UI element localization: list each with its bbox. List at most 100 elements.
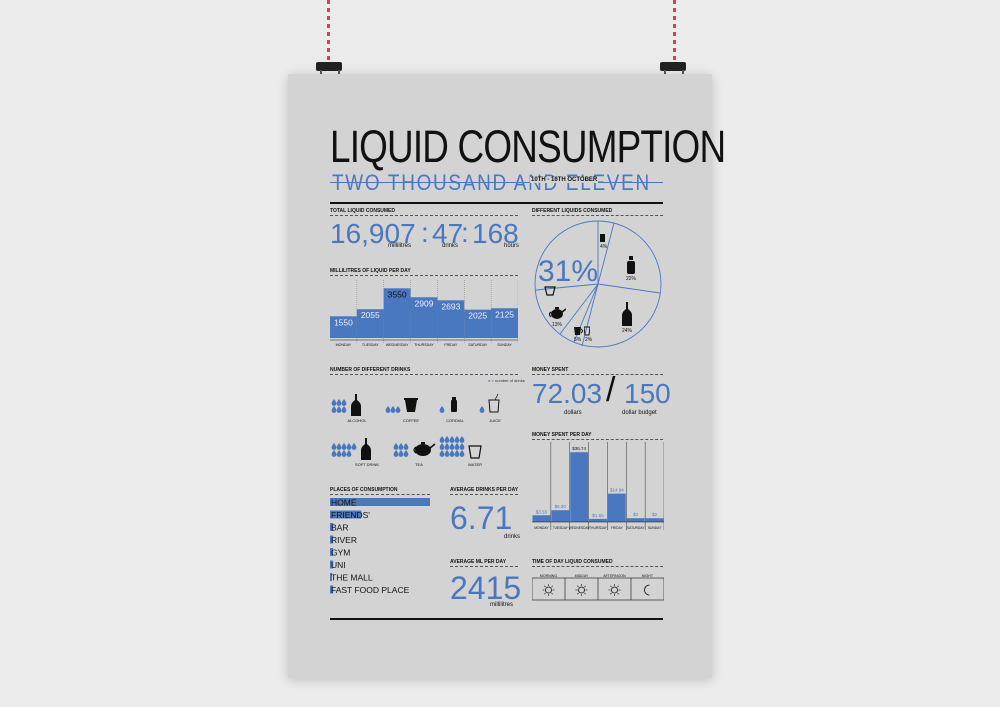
liquid-slice-1-label: 4% <box>600 244 608 250</box>
place-bar-0 <box>330 498 430 506</box>
money-label-3: $1.65 <box>592 513 604 518</box>
drink-drop-4-7 <box>341 450 347 457</box>
place-bar-5 <box>330 560 334 569</box>
ml-per-day-chart: 1550 MONDAY 2055 TUESDAY 3550 WEDNESDAY 2909 TH… <box>330 280 518 347</box>
drink-drop-6-7 <box>449 443 455 450</box>
drink-drop-5-0 <box>393 443 399 450</box>
liquids-heading: DIFFERENT LIQUIDS CONSUMED <box>532 208 613 214</box>
ml-bar-0 <box>330 316 357 338</box>
liquids-pie-chart <box>534 220 662 348</box>
avg-drinks-value: 6.71 <box>450 500 513 536</box>
ml-chart-dash <box>330 275 518 276</box>
drink-4-soft-drink-bottle-icon <box>361 438 371 460</box>
avg-drinks-dash <box>450 494 518 495</box>
drink-drop-0-3 <box>331 406 337 413</box>
money-bar-6 <box>645 518 664 522</box>
ml-tick-2: WEDNESDAY <box>386 343 409 347</box>
drink-label-5: TEA <box>415 462 423 467</box>
ml-tick-0: MONDAY <box>336 343 352 347</box>
total-dash <box>330 215 518 216</box>
avg-ml-heading: AVERAGE ML PER DAY <box>450 559 507 565</box>
drink-label-1: COFFEE <box>403 418 420 423</box>
water-glass-icon <box>544 286 556 296</box>
money-bar-2 <box>570 452 589 522</box>
drink-drop-1-0 <box>385 406 391 413</box>
total-heading: TOTAL LIQUID CONSUMED <box>330 208 395 214</box>
sun-icon-ray-3 <box>577 592 579 595</box>
drink-drop-6-4 <box>459 436 465 443</box>
ml-bar-1 <box>356 309 384 338</box>
drink-drop-0-4 <box>336 406 342 413</box>
ml-label-1: 2055 <box>361 310 380 320</box>
drinks-types-heading: NUMBER OF DIFFERENT DRINKS <box>330 367 411 373</box>
sunrise-icon-ray-1 <box>551 592 553 595</box>
ml-label-4: 2693 <box>441 301 460 311</box>
ml-label-6: 2125 <box>495 309 514 319</box>
sunrise-icon-ray-3 <box>544 592 546 595</box>
time-label-0: MORNING <box>540 574 558 578</box>
drink-drop-1-1 <box>390 406 396 413</box>
drink-drop-4-3 <box>346 443 352 450</box>
sunset-icon-ray-7 <box>617 585 619 588</box>
teapot-icon <box>548 307 566 319</box>
jug-icon <box>574 327 583 335</box>
total-hours-value: 168 <box>472 218 519 249</box>
money-tick-2: WEDNESDAY <box>569 526 591 530</box>
place-bar-7 <box>330 585 334 594</box>
place-label-5: UNI <box>331 560 346 570</box>
hanging-string-right <box>673 0 676 66</box>
total-drinks-unit: drinks <box>442 243 459 249</box>
money-spent-unit: dollars <box>564 410 582 416</box>
place-bar-6 <box>330 573 332 581</box>
ml-bar-3 <box>410 297 438 338</box>
sun-icon-ray-7 <box>584 585 586 588</box>
places-dash <box>330 494 430 495</box>
money-tick-0: MONDAY <box>534 526 549 530</box>
places-chart: HOME FRIENDS' BAR RIVER GYM UNI THE MALL FAST F… <box>330 498 430 595</box>
drink-drop-6-0 <box>439 436 445 443</box>
place-bar-3 <box>330 535 334 544</box>
avg-ml-unit: millilitres <box>490 602 513 608</box>
time-heading: TIME OF DAY LIQUID CONSUMED <box>532 559 613 565</box>
avg-drinks-unit: drinks <box>504 534 521 540</box>
place-label-4: GYM <box>331 548 350 558</box>
place-label-2: BAR <box>331 523 348 533</box>
money-per-day-chart: $3.55 MONDAY $6.20 TUESDAY $36.74 WEDNESDAY $1… <box>532 442 664 530</box>
money-tick-1: TUESDAY <box>553 526 569 530</box>
ml-chart-heading: MILLILITRES OF LIQUID PER DAY <box>330 268 411 274</box>
money-bar-5 <box>626 518 645 522</box>
ml-bar-5 <box>464 309 492 338</box>
drink-3-juice-glass-icon <box>488 393 500 413</box>
place-label-3: RIVER <box>331 535 357 545</box>
drink-5-teapot-icon <box>413 442 436 456</box>
liquid-slice-5-label: 5% <box>574 337 582 343</box>
date-range: 10TH - 16TH OCTOBER <box>530 177 599 183</box>
hanging-string-left <box>327 0 330 66</box>
place-bar-4 <box>330 548 334 556</box>
time-label-3: NIGHT <box>642 574 654 578</box>
drink-label-6: WATER <box>468 462 482 467</box>
sunset-icon-ray-3 <box>610 592 612 595</box>
sunset-icon-ray-5 <box>610 585 612 588</box>
drink-drop-0-5 <box>341 406 347 413</box>
ml-bar-6 <box>491 308 518 338</box>
place-label-7: FAST FOOD PLACE <box>331 585 410 595</box>
poster-content: LIQUID CONSUMPTION TWO THOUSAND AND ELEV… <box>322 122 726 646</box>
drink-drop-0-2 <box>341 399 347 406</box>
drink-drop-6-8 <box>454 443 460 450</box>
poster: LIQUID CONSUMPTION TWO THOUSAND AND ELEV… <box>288 74 726 678</box>
ml-label-2: 3550 <box>388 289 407 299</box>
drink-drop-0-1 <box>336 399 342 406</box>
drink-1-coffee-cup-icon <box>404 398 418 412</box>
liquid-slice-4-label: 2% <box>585 337 593 343</box>
places-heading: PLACES OF CONSUMPTION <box>330 487 398 493</box>
avg-ml-dash <box>450 566 518 567</box>
juice-glass-icon <box>584 326 590 336</box>
sunrise-icon-ray-7 <box>551 585 553 588</box>
drink-drop-6-13 <box>454 450 460 457</box>
ml-tick-6: SUNDAY <box>497 343 512 347</box>
drink-drop-5-1 <box>398 443 404 450</box>
money-tick-5: SATURDAY <box>627 526 645 530</box>
avg-ml-value: 2415 <box>450 570 522 606</box>
drink-drop-6-10 <box>439 450 445 457</box>
